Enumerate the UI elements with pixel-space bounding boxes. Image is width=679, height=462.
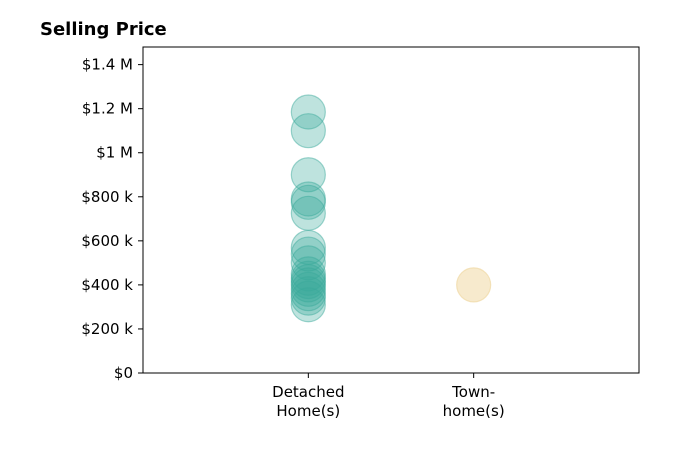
- x-tick-label: home(s): [443, 402, 505, 420]
- x-tick-label: Home(s): [276, 402, 340, 420]
- y-tick-label: $400 k: [81, 276, 133, 294]
- data-point-detached: [290, 157, 326, 193]
- y-tick-label: $200 k: [81, 320, 133, 338]
- data-point-detached: [290, 94, 326, 130]
- y-tick-label: $1 M: [96, 144, 133, 162]
- data-point-detached: [290, 181, 326, 217]
- axes-frame: [142, 46, 640, 374]
- data-point-detached: [290, 184, 326, 220]
- y-tick-label: $1.4 M: [82, 56, 133, 74]
- chart-title: Selling Price: [40, 19, 167, 40]
- y-tick-label: $600 k: [81, 232, 133, 250]
- data-point-detached: [290, 267, 326, 303]
- y-tick-label: $1.2 M: [82, 100, 133, 118]
- data-point-detached: [290, 195, 326, 231]
- data-point-townhome: [456, 267, 492, 303]
- data-point-detached: [290, 260, 326, 296]
- y-tick-label: $800 k: [81, 188, 133, 206]
- x-tick-label: Detached: [272, 383, 344, 401]
- data-point-detached: [290, 245, 326, 281]
- plot-area: $0 $200 k $400 k $600 k $800 k $1 M $1.2 M $1.4…: [81, 46, 640, 420]
- data-point-detached: [290, 236, 326, 272]
- data-point-detached: [290, 113, 326, 149]
- data-point-detached: [290, 229, 326, 266]
- data-point-detached: [290, 276, 326, 312]
- y-tick-label: $0: [114, 364, 133, 382]
- data-point-detached: [290, 287, 326, 323]
- data-point-detached: [290, 256, 326, 292]
- data-point-detached: [290, 271, 326, 307]
- data-point-detached: [290, 263, 326, 300]
- x-tick-label: Town-: [451, 383, 495, 401]
- data-point-detached: [290, 280, 326, 316]
